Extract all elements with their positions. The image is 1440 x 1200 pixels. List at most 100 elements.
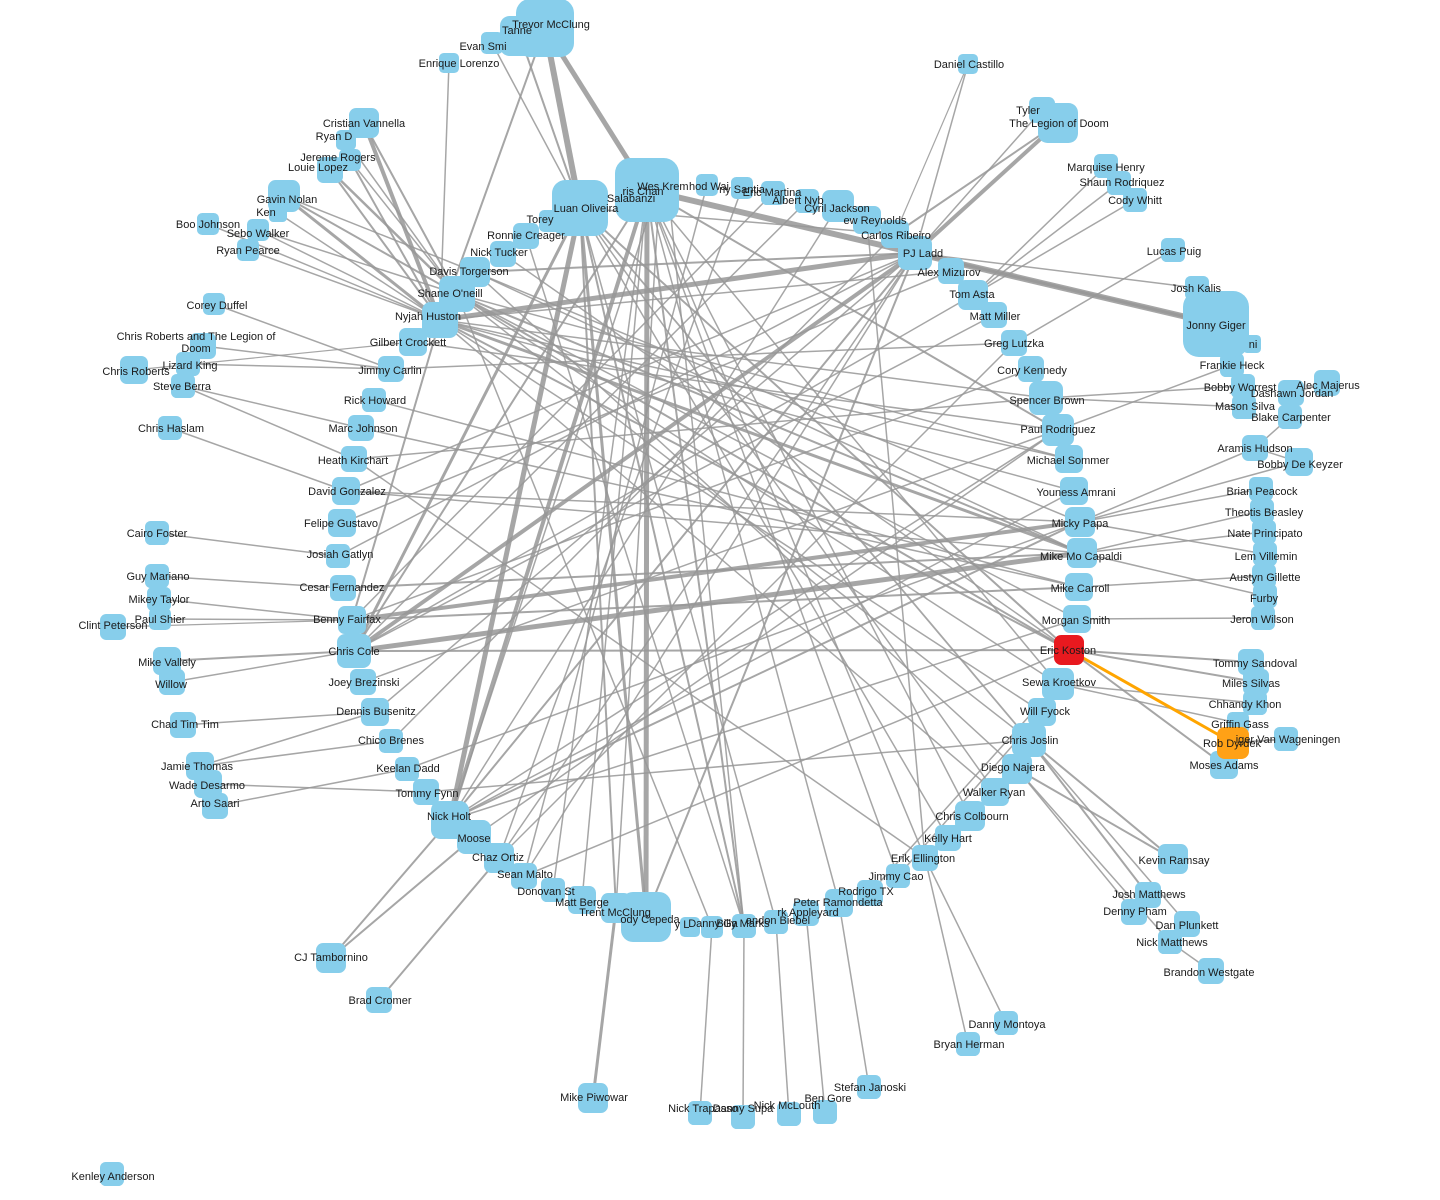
- node-micky-papa[interactable]: [1065, 507, 1095, 537]
- node-rk-appleyard[interactable]: [793, 900, 819, 926]
- node-cj-tambornino[interactable]: [316, 943, 346, 973]
- node-miles-silvas[interactable]: [1243, 669, 1269, 695]
- node-aramis-hudson[interactable]: [1242, 435, 1268, 461]
- node-pj-ladd[interactable]: [898, 236, 932, 270]
- node-dan-plunkett[interactable]: [1174, 911, 1200, 937]
- node-gilbert-crockett[interactable]: [399, 328, 427, 356]
- node-ben-gore[interactable]: [813, 1100, 837, 1124]
- node-spencer-brown[interactable]: [1029, 381, 1063, 415]
- node-kevin-ramsay[interactable]: [1158, 844, 1188, 874]
- node-rob-dyrdek[interactable]: [1217, 727, 1249, 759]
- node-danny-montoya[interactable]: [994, 1011, 1018, 1035]
- node-will-fyock[interactable]: [1028, 698, 1056, 726]
- node-david-gonzalez[interactable]: [332, 477, 360, 505]
- node-cory-kennedy[interactable]: [1018, 356, 1044, 382]
- node-paul-rodriguez[interactable]: [1042, 414, 1074, 446]
- node-mike-vallely[interactable]: [153, 647, 181, 675]
- node-chris-joslin[interactable]: [1012, 723, 1046, 757]
- node-dashawn-jordan[interactable]: [1278, 380, 1304, 406]
- node-chris-roberts[interactable]: [120, 356, 148, 384]
- node-trevor-mcclung[interactable]: [516, 0, 574, 57]
- node-chris-colbourn[interactable]: [955, 801, 985, 831]
- node-furby[interactable]: [1253, 584, 1277, 608]
- node-cesar-fernandez[interactable]: [330, 575, 356, 601]
- node-danny-ga[interactable]: [701, 916, 723, 938]
- node-greg-lutzka[interactable]: [1001, 330, 1027, 356]
- node-ew-reynolds[interactable]: [853, 206, 881, 234]
- node-chris-roberts-and-the-legion-of-doom[interactable]: [190, 333, 216, 359]
- node-nick-matthews[interactable]: [1158, 930, 1182, 954]
- node-cody-whitt[interactable]: [1123, 188, 1147, 212]
- node-salabanzi[interactable]: [615, 158, 679, 222]
- node-nate-principato[interactable]: [1252, 520, 1276, 544]
- node-bobby-worrest[interactable]: [1231, 374, 1255, 398]
- node-chris-haslam[interactable]: [158, 416, 182, 440]
- node-dennis-busenitz[interactable]: [361, 698, 389, 726]
- node-brandon-westgate[interactable]: [1198, 958, 1224, 984]
- node-ronnie-creager[interactable]: [513, 223, 539, 249]
- node-josiah-gatlyn[interactable]: [326, 544, 350, 568]
- node-rodrigo-tx[interactable]: [857, 880, 883, 906]
- node-danny-supa[interactable]: [731, 1105, 755, 1129]
- node-diego-najera[interactable]: [1002, 754, 1032, 784]
- node-denny-pham[interactable]: [1121, 899, 1147, 925]
- node-albert-nyb[interactable]: [795, 189, 819, 213]
- node-donovan-st[interactable]: [541, 878, 565, 902]
- node-cyril-jackson[interactable]: [822, 190, 854, 222]
- node-marc-johnson[interactable]: [348, 415, 374, 441]
- node-joey-brezinski[interactable]: [350, 669, 376, 695]
- node-nick-mclouth[interactable]: [777, 1102, 801, 1126]
- node-y-l[interactable]: [680, 917, 700, 937]
- node-paul-shier[interactable]: [149, 608, 171, 630]
- node-stefan-janoski[interactable]: [857, 1075, 881, 1099]
- node-mikey-taylor[interactable]: [147, 587, 171, 611]
- node-daniel-castillo[interactable]: [958, 54, 978, 74]
- node-rick-howard[interactable]: [362, 388, 386, 412]
- node-corey-duffel[interactable]: [203, 293, 225, 315]
- node-jeron-wilson[interactable]: [1251, 606, 1275, 630]
- node-blake-carpenter[interactable]: [1278, 405, 1302, 429]
- node-jimmy-carlin[interactable]: [378, 356, 404, 382]
- node-cristian-vannella[interactable]: [349, 108, 379, 138]
- node-chaz-ortiz[interactable]: [484, 843, 514, 873]
- node-billy-marks[interactable]: [732, 914, 756, 938]
- node-clint-peterson[interactable]: [100, 614, 126, 640]
- node-the-legion-of-doom[interactable]: [1038, 103, 1078, 143]
- node-mason-silva[interactable]: [1232, 395, 1256, 419]
- node-chhandy-khon[interactable]: [1243, 691, 1267, 715]
- node-lem-villemin[interactable]: [1253, 542, 1277, 566]
- node-alex-mizurov[interactable]: [938, 258, 964, 284]
- node-louie-lopez[interactable]: [317, 157, 343, 183]
- node-chris-cole[interactable]: [337, 634, 371, 668]
- node-nick-trapasso[interactable]: [688, 1101, 712, 1125]
- node-mike-carroll[interactable]: [1065, 573, 1093, 601]
- node-brian-peacock[interactable]: [1249, 477, 1273, 501]
- node-michael-sommer[interactable]: [1055, 445, 1083, 473]
- node-brad-cromer[interactable]: [366, 987, 392, 1013]
- node-andon-biebel[interactable]: [764, 910, 788, 934]
- node-eric-martina[interactable]: [761, 181, 785, 205]
- node-hod-wai[interactable]: [696, 174, 718, 196]
- node-tommy-sandoval[interactable]: [1238, 649, 1264, 675]
- node-keelan-dadd[interactable]: [395, 757, 419, 781]
- node-walker-ryan[interactable]: [981, 778, 1009, 806]
- node-enrique-lorenzo[interactable]: [439, 53, 459, 73]
- node-mike-mo-capaldi[interactable]: [1067, 538, 1097, 568]
- node-peter-ramondetta[interactable]: [825, 889, 853, 917]
- node-shaun-rodriquez[interactable]: [1107, 171, 1131, 195]
- node-lucas-puig[interactable]: [1161, 238, 1185, 262]
- node-sean-malto[interactable]: [511, 863, 537, 889]
- node-heath-kirchart[interactable]: [341, 446, 367, 472]
- node-theotis-beasley[interactable]: [1250, 499, 1274, 523]
- node-chico-brenes[interactable]: [379, 729, 403, 753]
- node-evan-smi[interactable]: [481, 32, 503, 54]
- node-cairo-foster[interactable]: [145, 521, 169, 545]
- node-guy-mariano[interactable]: [145, 564, 169, 588]
- node-chad-tim-tim[interactable]: [170, 712, 196, 738]
- node-iger-van-wageningen[interactable]: [1274, 727, 1298, 751]
- node-tommy-fynn[interactable]: [413, 779, 439, 805]
- node-felipe-gustavo[interactable]: [328, 509, 356, 537]
- node-steve-berra[interactable]: [171, 374, 195, 398]
- node-nick-tucker[interactable]: [490, 241, 516, 267]
- node-luan-oliveira[interactable]: [552, 180, 608, 236]
